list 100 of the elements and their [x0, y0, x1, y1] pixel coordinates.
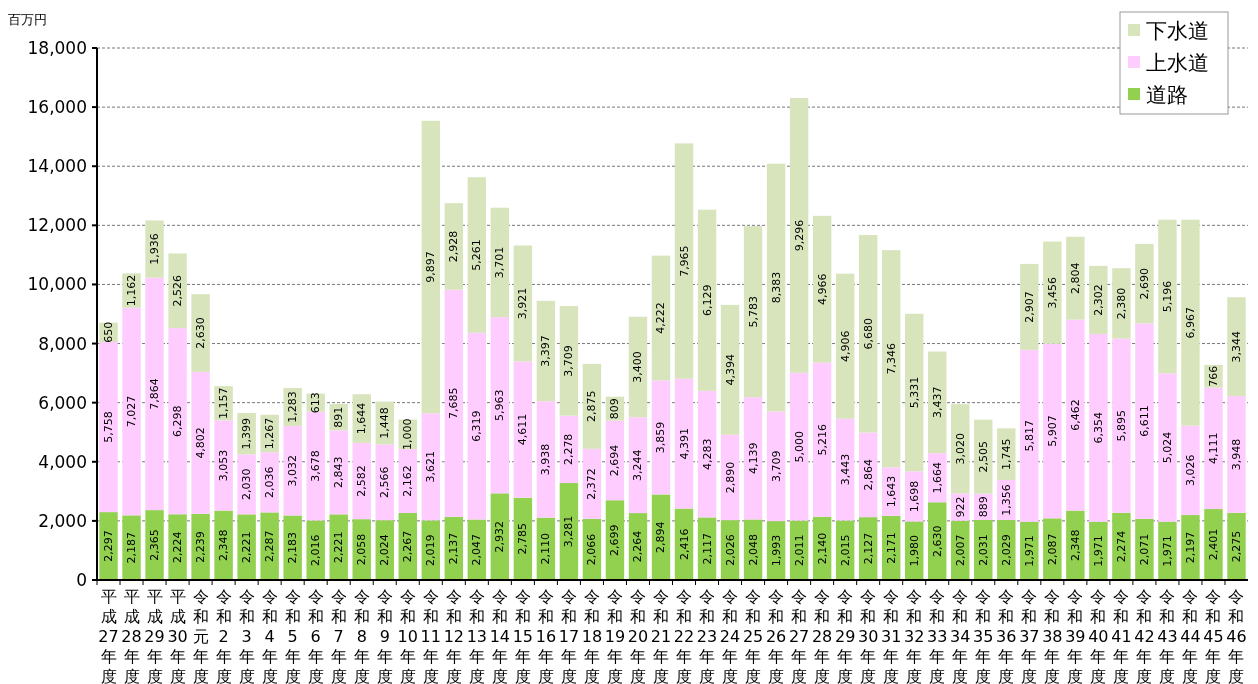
bar: [1112, 512, 1131, 580]
data-label: 4,139: [746, 442, 760, 475]
data-label: 2,843: [332, 456, 346, 489]
data-label: 2,932: [493, 520, 507, 553]
data-label: 1,283: [286, 391, 300, 423]
data-label: 1,980: [907, 534, 921, 567]
data-label: 8,383: [769, 271, 783, 304]
data-label: 2,048: [746, 533, 760, 566]
x-tick-label: 令和25年度: [742, 587, 764, 684]
y-tick-label: 2,000: [38, 510, 87, 531]
data-label: 2,016: [309, 534, 323, 566]
data-label: 3,701: [493, 246, 507, 279]
data-label: 6,319: [470, 410, 484, 442]
data-label: 2,928: [447, 230, 461, 263]
data-label: 5,963: [493, 389, 507, 421]
bar: [1158, 373, 1177, 522]
data-label: 2,029: [999, 534, 1013, 566]
bar: [191, 371, 210, 514]
bar: [1112, 268, 1131, 339]
data-label: 5,783: [746, 295, 760, 328]
data-label: 4,394: [723, 354, 737, 386]
x-tick-label: 令和元年度: [192, 587, 209, 684]
data-label: 1,267: [263, 417, 277, 450]
y-tick-label: 12,000: [27, 215, 87, 236]
bar: [1181, 515, 1200, 580]
y-tick-label: 14,000: [27, 156, 87, 177]
data-label: 6,462: [1068, 399, 1082, 431]
x-tick-label: 令和33年度: [927, 587, 948, 684]
data-label: 2,875: [585, 390, 599, 423]
bar: [1204, 387, 1223, 510]
data-label: 3,859: [654, 421, 668, 454]
data-label: 650: [102, 321, 116, 343]
data-label: 3,437: [930, 386, 944, 419]
x-tick-label: 令和41年度: [1111, 587, 1132, 684]
x-tick-label: 令和31年度: [881, 587, 902, 684]
bar: [168, 253, 187, 329]
data-label: 2,274: [1114, 530, 1128, 563]
data-label: 5,907: [1045, 415, 1059, 447]
bar: [789, 372, 809, 521]
bar: [122, 515, 141, 580]
data-label: 5,817: [1022, 420, 1036, 452]
bar: [1066, 319, 1085, 511]
bar: [559, 306, 579, 416]
bar: [214, 420, 233, 511]
data-label: 3,026: [1183, 454, 1197, 487]
data-label: 2,267: [401, 530, 415, 563]
data-label: 2,630: [194, 317, 208, 349]
data-label: 2,197: [1183, 531, 1197, 564]
data-label: 1,745: [999, 438, 1013, 470]
data-label: 2,630: [930, 525, 944, 557]
data-label: 2,890: [723, 461, 737, 494]
y-tick-label: 0: [76, 570, 87, 590]
data-label: 1,971: [1022, 535, 1036, 567]
x-tick-label: 令和17年度: [558, 587, 580, 684]
bar: [1181, 425, 1200, 516]
data-label: 2,348: [217, 529, 231, 562]
bar: [99, 341, 118, 513]
x-tick-label: 令和45年度: [1203, 587, 1224, 684]
data-label: 2,019: [424, 534, 438, 566]
bar: [835, 273, 855, 419]
bar: [168, 514, 187, 580]
x-tick-label: 令和22年度: [673, 587, 695, 684]
x-tick-label: 令和18年度: [581, 587, 603, 684]
bar: [145, 510, 164, 580]
data-label: 2,030: [240, 468, 254, 501]
x-tick-label: 令和16年度: [535, 587, 557, 684]
data-label: 2,047: [470, 534, 484, 566]
bar: [191, 513, 210, 580]
x-tick-label: 令和2年度: [215, 587, 232, 684]
x-tick-label: 令和38年度: [1042, 587, 1063, 684]
x-tick-label: 令和46年度: [1226, 587, 1247, 684]
y-tick-label: 10,000: [27, 274, 87, 295]
data-label: 3,397: [539, 335, 553, 367]
bar: [766, 411, 786, 522]
data-label: 4,611: [516, 413, 530, 446]
bar: [697, 209, 717, 391]
bar: [835, 418, 855, 521]
data-label: 3,443: [838, 453, 852, 486]
data-label: 3,344: [1229, 330, 1243, 363]
bar: [145, 220, 164, 278]
data-label: 7,346: [884, 342, 898, 375]
data-label: 4,391: [677, 427, 691, 460]
bar: [1181, 219, 1200, 426]
bar: [260, 512, 279, 580]
data-label: 5,331: [907, 376, 921, 409]
data-label: 1,644: [355, 402, 369, 435]
x-tick-label: 令和19年度: [604, 587, 626, 684]
bar: [1043, 343, 1062, 519]
x-tick-label: 令和30年度: [857, 587, 879, 684]
x-tick-label: 令和15年度: [512, 587, 534, 684]
bar: [628, 417, 648, 514]
data-label: 1,993: [769, 534, 783, 567]
data-label: 1,162: [125, 274, 139, 307]
bar: [513, 245, 533, 362]
x-tick-label: 令和23年度: [696, 587, 718, 684]
y-tick-label: 6,000: [38, 392, 87, 413]
y-tick-label: 4,000: [38, 451, 87, 472]
data-label: 2,297: [102, 530, 116, 562]
x-tick-label: 令和24年度: [719, 587, 741, 684]
bar: [99, 512, 118, 580]
